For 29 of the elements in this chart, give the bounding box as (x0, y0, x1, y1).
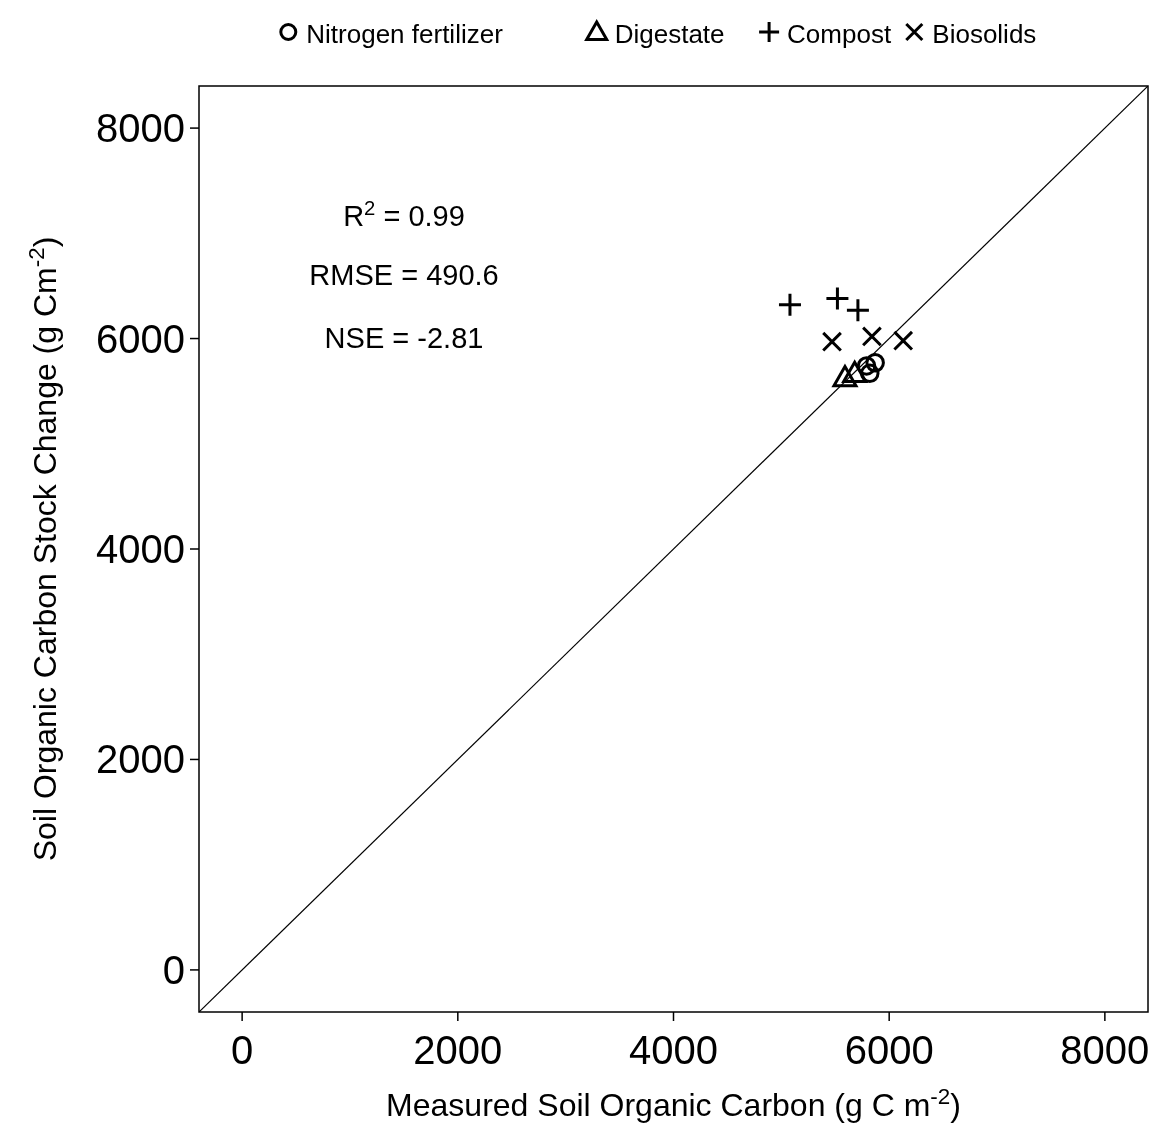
y-tick-label: 4000 (96, 527, 185, 571)
annotation: R$^{2}$ = 0.99 (343, 197, 465, 232)
annotation: NSE = -2.81 (324, 322, 484, 354)
x-tick-label: 8000 (1060, 1028, 1150, 1072)
point (861, 326, 883, 347)
x-tick-label: 6000 (844, 1028, 934, 1072)
point (826, 287, 849, 310)
y-tick-label: 6000 (96, 316, 185, 361)
y-tick-label: 8000 (96, 106, 185, 151)
annotation: RMSE = 490.6 (309, 259, 499, 291)
y-tick-label: 2000 (96, 737, 185, 782)
legend-label: Digestate (614, 19, 725, 49)
point (842, 360, 868, 384)
y-tick-label: 0 (162, 947, 185, 992)
point (860, 363, 880, 384)
point (778, 293, 801, 316)
point (832, 364, 858, 388)
point (892, 330, 914, 351)
x-axis-title: Measured Soil Organic Carbon (g C m$^{-2}$) (386, 1083, 961, 1123)
x-tick-label: 4000 (629, 1028, 718, 1072)
point (865, 353, 885, 373)
legend-label: Biosolids (932, 19, 1037, 49)
point (856, 356, 877, 376)
point (821, 331, 843, 352)
x-tick-label: 2000 (413, 1028, 503, 1072)
legend-label: Nitrogen fertilizer (306, 19, 504, 49)
point (846, 299, 869, 322)
legend-label: Compost (787, 19, 892, 49)
x-tick-label: 0 (231, 1028, 254, 1072)
